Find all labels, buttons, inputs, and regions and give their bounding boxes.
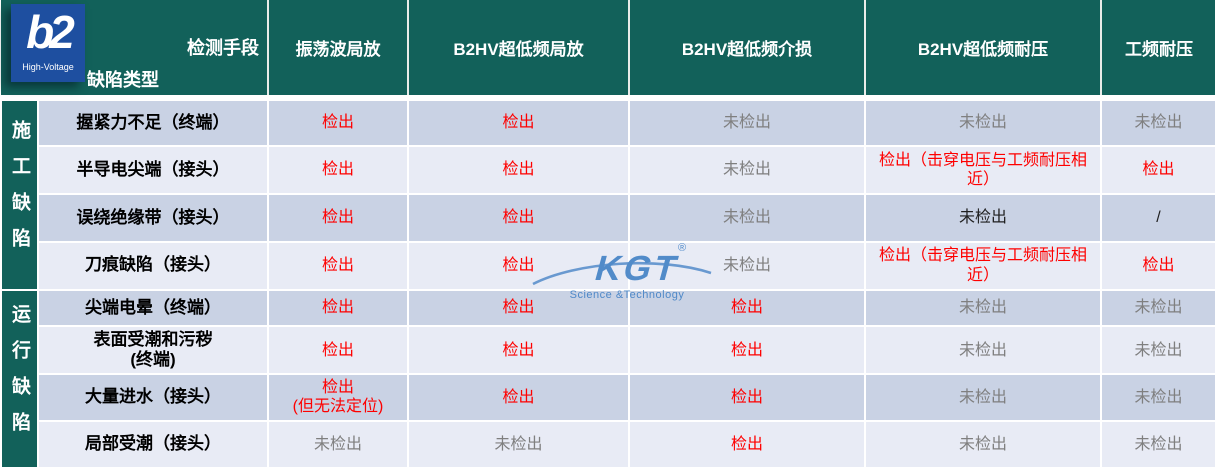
data-cell: 检出 (但无法定位)	[292, 379, 384, 416]
data-cell: 检出	[1142, 257, 1175, 275]
row-label: 表面受潮和污秽 (终端)	[93, 329, 213, 370]
data-cell: 检出	[502, 161, 535, 179]
table-row: 误绕绝缘带（接头） 检出 检出 未检出 未检出 /	[1, 193, 1215, 243]
row-label: 大量进水（接头）	[85, 387, 221, 407]
b2hv-logo: b2 High-Voltage	[11, 4, 85, 82]
table-row: 大量进水（接头） 检出 (但无法定位) 检出 检出 未检出 未检出	[1, 373, 1215, 422]
row-group-construction-defects: 施工缺陷	[0, 96, 39, 291]
row-label: 半导电尖端（接头）	[76, 159, 230, 179]
data-cell: 未检出	[958, 435, 1007, 453]
data-cell: 检出	[502, 257, 535, 275]
data-cell: 检出	[502, 114, 535, 132]
data-cell: 检出	[321, 257, 354, 275]
row-label: 刀痕缺陷（接头）	[85, 255, 221, 275]
data-cell: 检出	[730, 388, 763, 406]
data-cell: 未检出	[722, 161, 771, 179]
b2hv-logo-subtitle: High-Voltage	[22, 62, 74, 72]
row-group-label: 运行缺陷	[9, 304, 30, 449]
data-cell: 检出	[730, 341, 763, 359]
data-cell: 检出	[321, 341, 354, 359]
data-cell: 未检出	[722, 209, 771, 227]
table-row: 施工缺陷 握紧力不足（终端） 检出 检出 未检出 未检出 未检出	[0, 96, 1215, 291]
data-cell: 检出	[321, 161, 354, 179]
data-cell: 未检出	[1134, 341, 1183, 359]
data-cell: 检出	[502, 209, 535, 227]
corner-header-cell: b2 High-Voltage 检测手段 缺陷类型	[1, 0, 268, 101]
row-group-label: 施工缺陷	[9, 120, 30, 265]
data-cell: 未检出	[313, 435, 362, 453]
row-label: 握紧力不足（终端）	[76, 112, 230, 132]
corner-label-detection-method: 检测手段	[187, 38, 259, 58]
row-label: 误绕绝缘带（接头）	[76, 207, 230, 227]
table-row: 运行缺陷 尖端电晕（终端） 检出 检出 检出 未检出 未检出	[0, 288, 1215, 469]
data-cell: 未检出	[1134, 299, 1183, 317]
data-cell: 未检出	[1134, 388, 1183, 406]
data-cell: 检出	[730, 299, 763, 317]
data-cell: 未检出	[958, 209, 1007, 227]
column-header-vlf-tan-delta: B2HV超低频介损	[628, 0, 865, 101]
data-cell: 检出	[502, 341, 535, 359]
row-group-operation-defects: 运行缺陷	[0, 288, 39, 469]
corner-label-defect-type: 缺陷类型	[87, 69, 159, 90]
data-cell: 未检出	[494, 435, 543, 453]
b2hv-logo-mark: b2	[26, 6, 75, 58]
data-cell: 未检出	[1134, 435, 1183, 453]
data-cell: 未检出	[1134, 114, 1183, 132]
row-label: 局部受潮（接头）	[85, 434, 221, 454]
data-cell: 检出	[1142, 161, 1175, 179]
data-cell: 检出	[502, 299, 535, 317]
column-header-vlf-withstand: B2HV超低频耐压	[864, 0, 1101, 101]
table-row: 刀痕缺陷（接头） 检出 检出 未检出 检出（击穿电压与工频耐压相近） 检出	[1, 240, 1215, 291]
column-header-vlf-pd: B2HV超低频局放	[407, 0, 629, 101]
table-row: 表面受潮和污秽 (终端) 检出 检出 检出 未检出 未检出	[1, 325, 1215, 376]
data-cell: 未检出	[958, 299, 1007, 317]
data-cell: 检出	[321, 114, 354, 132]
data-cell: 检出	[321, 209, 354, 227]
table-row: 局部受潮（接头） 未检出 未检出 检出 未检出 未检出	[1, 419, 1215, 469]
data-cell: /	[1156, 209, 1161, 227]
row-label: 尖端电晕（终端）	[85, 297, 221, 317]
data-cell: 检出	[502, 388, 535, 406]
data-cell: 检出（击穿电压与工频耐压相近）	[878, 247, 1087, 284]
table-row: 半导电尖端（接头） 检出 检出 未检出 检出（击穿电压与工频耐压相近） 检出	[1, 144, 1215, 196]
header-row: b2 High-Voltage 检测手段 缺陷类型 振荡波局放 B2HV超低频局…	[1, 0, 1215, 101]
data-cell: 检出	[730, 435, 763, 453]
data-cell: 未检出	[958, 114, 1007, 132]
data-cell: 检出（击穿电压与工频耐压相近）	[878, 151, 1087, 189]
data-cell: 检出	[321, 299, 354, 317]
data-cell: 未检出	[958, 388, 1007, 406]
data-cell: 未检出	[958, 341, 1007, 359]
column-header-power-freq-withstand: 工频耐压	[1100, 0, 1215, 101]
data-cell: 未检出	[722, 114, 771, 132]
column-header-oscillating-wave-pd: 振荡波局放	[267, 0, 408, 101]
data-cell: 未检出	[722, 257, 771, 275]
